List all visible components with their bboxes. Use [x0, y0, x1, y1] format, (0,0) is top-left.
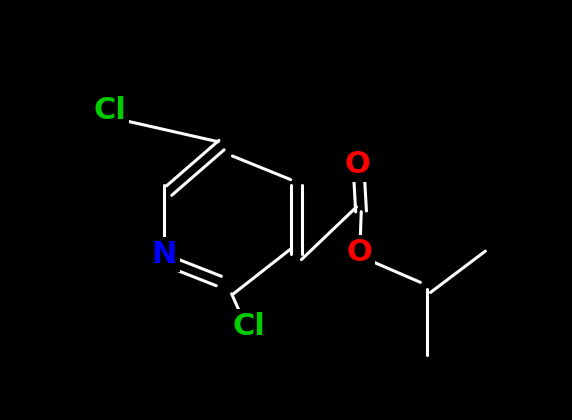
- Text: Cl: Cl: [93, 96, 126, 125]
- Text: Cl: Cl: [232, 312, 265, 341]
- Text: O: O: [345, 150, 371, 179]
- Text: O: O: [347, 238, 372, 267]
- Text: N: N: [151, 240, 177, 269]
